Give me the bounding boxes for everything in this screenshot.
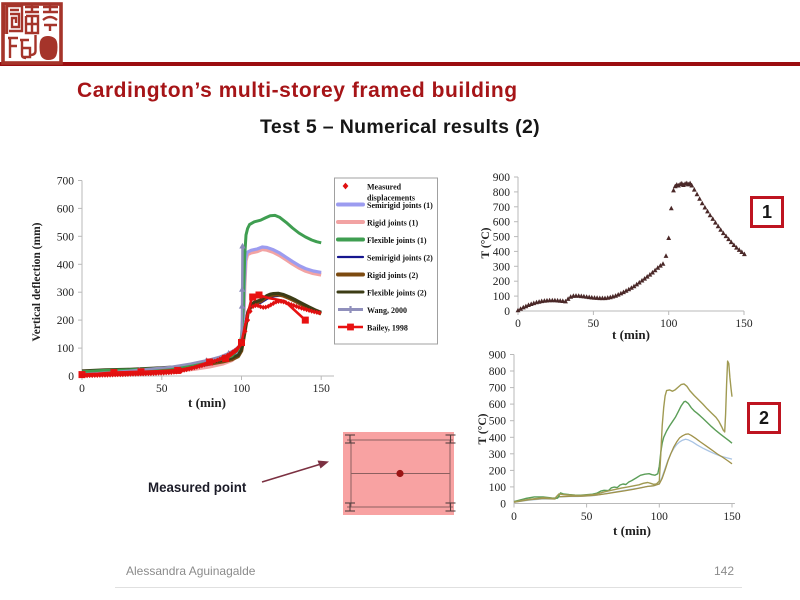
svg-text:Flexible joints (2): Flexible joints (2) [367,289,427,298]
svg-text:150: 150 [735,318,753,330]
svg-text:150: 150 [723,511,741,523]
svg-text:300: 300 [489,449,507,461]
svg-text:700: 700 [57,176,75,188]
svg-text:100: 100 [57,343,75,355]
svg-text:Semirigid joints (2): Semirigid joints (2) [367,254,433,263]
svg-text:Rigid joints (1): Rigid joints (1) [367,219,418,228]
svg-text:100: 100 [489,482,507,494]
svg-text:900: 900 [489,350,507,362]
svg-text:600: 600 [489,399,507,411]
svg-text:700: 700 [493,202,511,214]
svg-text:200: 200 [57,315,75,327]
svg-text:200: 200 [493,276,511,288]
svg-text:100: 100 [660,318,678,330]
svg-text:300: 300 [493,261,511,273]
svg-text:900: 900 [493,172,511,184]
svg-text:0: 0 [68,371,74,383]
svg-text:0: 0 [504,306,510,318]
svg-text:Bailey, 1998: Bailey, 1998 [367,324,408,333]
svg-text:50: 50 [588,318,600,330]
svg-text:300: 300 [57,287,75,299]
svg-text:200: 200 [489,465,507,477]
svg-text:Semirigid joints (1): Semirigid joints (1) [367,201,433,210]
svg-text:Vertical deflection (mm): Vertical deflection (mm) [31,222,43,341]
svg-text:500: 500 [493,232,511,244]
svg-text:100: 100 [493,291,511,303]
svg-text:displacements: displacements [367,194,415,203]
svg-text:600: 600 [57,203,75,215]
svg-text:400: 400 [57,259,75,271]
svg-text:500: 500 [57,231,75,243]
svg-text:400: 400 [493,246,511,258]
svg-text:0: 0 [515,318,521,330]
svg-text:t (min): t (min) [188,395,226,410]
svg-text:T (°C): T (°C) [480,227,492,258]
svg-text:100: 100 [651,511,669,523]
svg-text:Flexible joints (1): Flexible joints (1) [367,236,427,245]
svg-text:800: 800 [493,187,511,199]
svg-text:t (min): t (min) [613,523,651,538]
svg-text:t (min): t (min) [612,327,650,342]
svg-text:50: 50 [581,511,593,523]
svg-text:700: 700 [489,383,507,395]
svg-text:Wang, 2000: Wang, 2000 [367,306,407,315]
svg-text:150: 150 [313,383,331,395]
svg-text:Rigid joints (2): Rigid joints (2) [367,271,418,280]
svg-text:400: 400 [489,432,507,444]
svg-text:Measured: Measured [367,183,402,192]
svg-text:100: 100 [233,383,251,395]
svg-text:600: 600 [493,217,511,229]
svg-text:0: 0 [500,499,506,511]
svg-text:800: 800 [489,366,507,378]
svg-text:0: 0 [511,511,517,523]
svg-text:0: 0 [79,383,85,395]
svg-text:500: 500 [489,416,507,428]
svg-text:50: 50 [156,383,168,395]
svg-text:T (°C): T (°C) [477,413,489,444]
